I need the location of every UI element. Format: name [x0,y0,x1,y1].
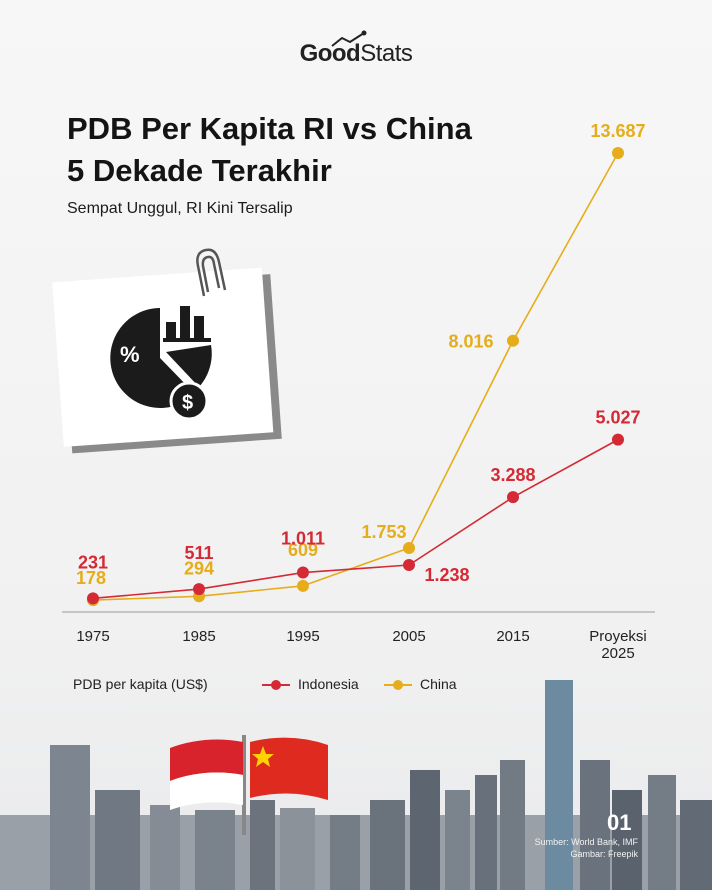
svg-text:$: $ [182,392,193,414]
title-line2: 5 Dekade Terakhir [67,153,332,188]
page-number: 01 [607,810,632,835]
legend-swatch-china [384,680,412,690]
title-line1: PDB Per Kapita RI vs China [67,111,472,146]
x-tick-label: 2005 [392,628,425,645]
china-line [92,152,619,601]
china-data-label: 8.016 [448,332,493,352]
china-data-label: 1.753 [361,522,406,542]
china-data-label: 178 [76,568,106,588]
x-tick-label: 1975 [76,628,109,645]
dollar-coin-icon: $ [169,381,209,421]
indonesia-point [507,491,519,504]
legend-swatch-indonesia [262,680,290,690]
trend-line-icon [331,30,367,47]
legend-label-china: China [420,676,457,692]
indonesia-series: 231 511 1.011 1.238 3.288 5.027 [78,408,641,605]
brand-part2: Stats [360,40,413,67]
note-card [52,267,274,447]
paperclip-icon [196,248,227,297]
china-point [612,147,624,159]
china-point [193,590,205,603]
china-point [87,594,99,607]
indonesia-data-label: 511 [184,543,213,563]
indonesia-data-label: 1.011 [281,529,325,549]
indonesia-point [403,559,415,572]
x-tick-label: 2025 [601,645,634,662]
china-point [297,579,309,592]
indonesia-point [193,583,205,596]
x-tick-label: 2015 [496,628,529,645]
china-data-label: 609 [288,540,318,560]
page-title: PDB Per Kapita RI vs China 5 Dekade Tera… [67,108,472,192]
x-tick-label: Proyeksi [589,628,647,645]
legend-indonesia: Indonesia [262,676,359,692]
source-line2: Gambar: Freepik [570,849,638,859]
china-point [507,334,519,347]
legend-title: PDB per kapita (US$) [73,676,208,692]
x-tick-label: 1985 [182,628,215,645]
svg-text:%: % [120,342,140,367]
legend-label-indonesia: Indonesia [298,676,359,692]
china-data-label: 294 [184,558,214,578]
note-shadow [60,274,282,454]
indonesia-data-label: 1.238 [424,565,469,585]
legend-china: China [384,676,457,692]
china-data-label: 13.687 [590,121,645,141]
indonesia-point [87,592,99,605]
indonesia-data-label: 3.288 [490,465,535,485]
indonesia-point [612,433,624,446]
brand-part1: Good [299,40,361,67]
indonesia-line [92,438,619,600]
indonesia-data-label: 231 [78,552,108,572]
source-credit: Sumber: World Bank, IMF Gambar: Freepik [518,836,638,860]
china-flag-icon [250,737,328,800]
source-line1: Sumber: World Bank, IMF [534,837,638,847]
indonesia-data-label: 5.027 [595,408,640,428]
china-point [403,541,415,554]
bar-chart-icon [163,306,211,342]
x-tick-label: 1995 [286,628,319,645]
pie-chart-percent-icon: % [110,308,212,408]
china-series: 178 294 609 1.753 8.016 13.687 [76,121,646,607]
indonesia-flag-icon [170,735,246,835]
subtitle: Sempat Unggul, RI Kini Tersalip [67,200,293,217]
brand-logo: GoodStats [0,30,712,68]
indonesia-point [297,566,309,579]
